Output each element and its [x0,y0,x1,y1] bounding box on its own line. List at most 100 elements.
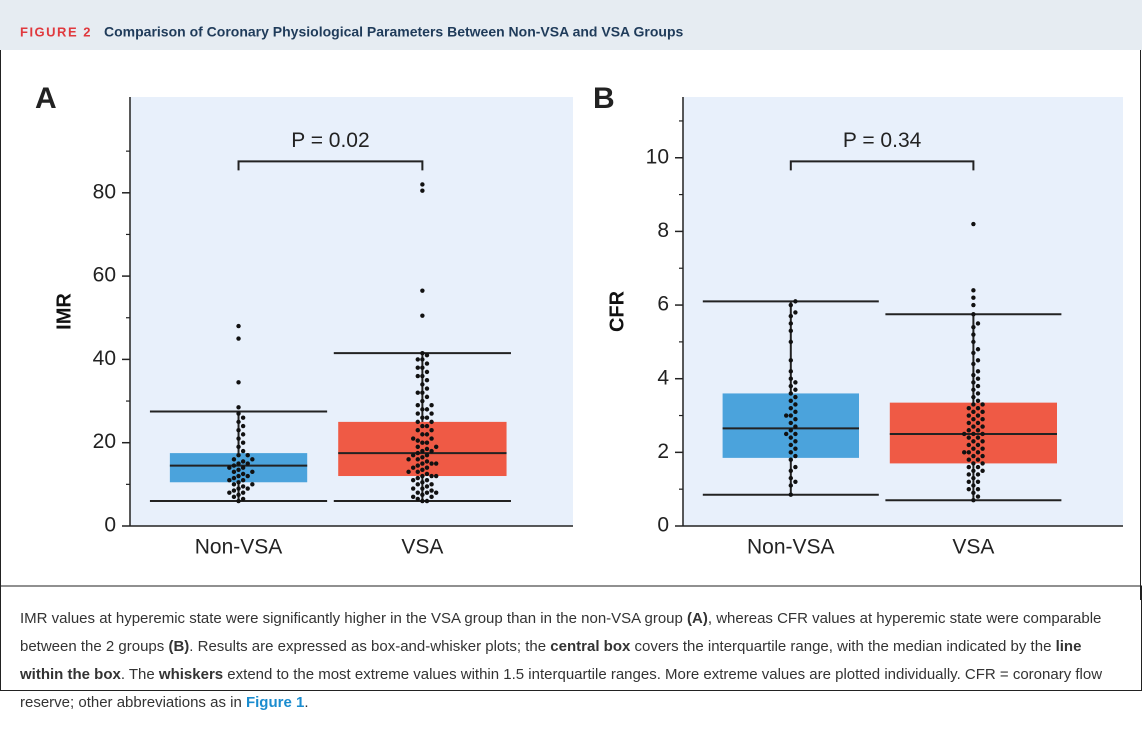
data-point [788,442,793,448]
data-point [424,423,430,429]
data-point [240,477,246,483]
data-point [788,405,793,411]
data-point [236,436,241,441]
data-point [236,480,241,485]
data-point [971,439,976,444]
data-point [236,444,241,450]
data-point [793,479,798,485]
data-point [784,431,789,437]
data-point [788,376,793,381]
data-point [975,369,981,374]
data-point [793,464,798,470]
data-point [971,461,976,466]
data-point [420,373,425,379]
data-point [966,472,971,477]
data-point [793,409,798,415]
data-point [420,365,425,370]
data-point [975,472,981,477]
data-point [424,446,430,452]
data-point [415,419,420,425]
data-point [429,436,434,441]
y-tick-label: 2 [657,440,669,463]
data-point [240,471,246,477]
data-point [784,413,789,418]
data-point [406,457,411,462]
data-point [240,459,246,464]
data-point [788,428,793,433]
data-point [415,411,420,416]
data-point [420,467,425,472]
data-point [975,457,981,462]
data-point [236,336,241,341]
data-point [250,469,255,475]
caption: IMR values at hyperemic state were signi… [20,605,1120,717]
data-point [793,424,798,429]
data-point [429,403,434,408]
data-point [410,494,416,500]
data-point [227,477,232,483]
data-point [236,486,241,491]
data-point [420,432,425,437]
y-tick-label: 0 [104,514,116,537]
data-point [980,453,985,459]
figure-label: FIGURE 2 [20,24,92,39]
data-point [971,339,976,345]
data-point [227,490,232,495]
data-point [793,299,798,304]
data-point [966,479,971,485]
data-point [245,461,250,466]
data-point [793,453,798,459]
data-point [793,394,798,400]
data-point [424,484,430,489]
caption-text: extend to the most extreme values within… [20,666,1103,711]
data-point [975,428,981,433]
data-point [788,457,793,462]
data-point [429,419,434,425]
x-tick-label: VSA [952,536,994,559]
y-tick-label: 60 [93,264,116,287]
data-point [975,494,981,499]
data-point [966,464,971,470]
data-point [975,391,981,396]
data-point [980,417,985,422]
data-point [975,413,981,418]
data-point [240,423,246,429]
data-point [793,446,798,451]
data-point [975,450,981,455]
data-point [236,498,241,504]
data-point [420,440,425,445]
data-point [971,394,976,400]
data-point [429,482,434,487]
data-point [788,358,793,363]
data-point [231,488,237,493]
data-point [971,324,976,330]
data-point [788,468,793,473]
y-axis-label: IMR [53,293,75,330]
data-point [424,378,430,383]
data-point [975,435,981,440]
data-point [971,446,976,451]
figure-link[interactable]: Figure 1 [245,694,305,711]
data-point [971,372,976,378]
data-point [433,473,439,479]
data-point [966,420,971,426]
data-point [429,411,434,416]
data-point [429,461,434,466]
data-point [420,492,425,497]
data-point [240,448,246,454]
x-tick-label: VSA [401,536,443,559]
data-point [415,403,420,408]
data-point [420,390,425,395]
data-point [788,383,793,389]
data-point [966,457,971,462]
data-point [793,439,798,444]
data-point [420,498,425,504]
data-point [410,436,416,441]
caption-text: . [304,694,309,711]
data-point [231,469,237,475]
data-point [980,461,985,466]
data-point [240,440,246,445]
data-point [980,468,985,473]
data-point [231,475,237,481]
